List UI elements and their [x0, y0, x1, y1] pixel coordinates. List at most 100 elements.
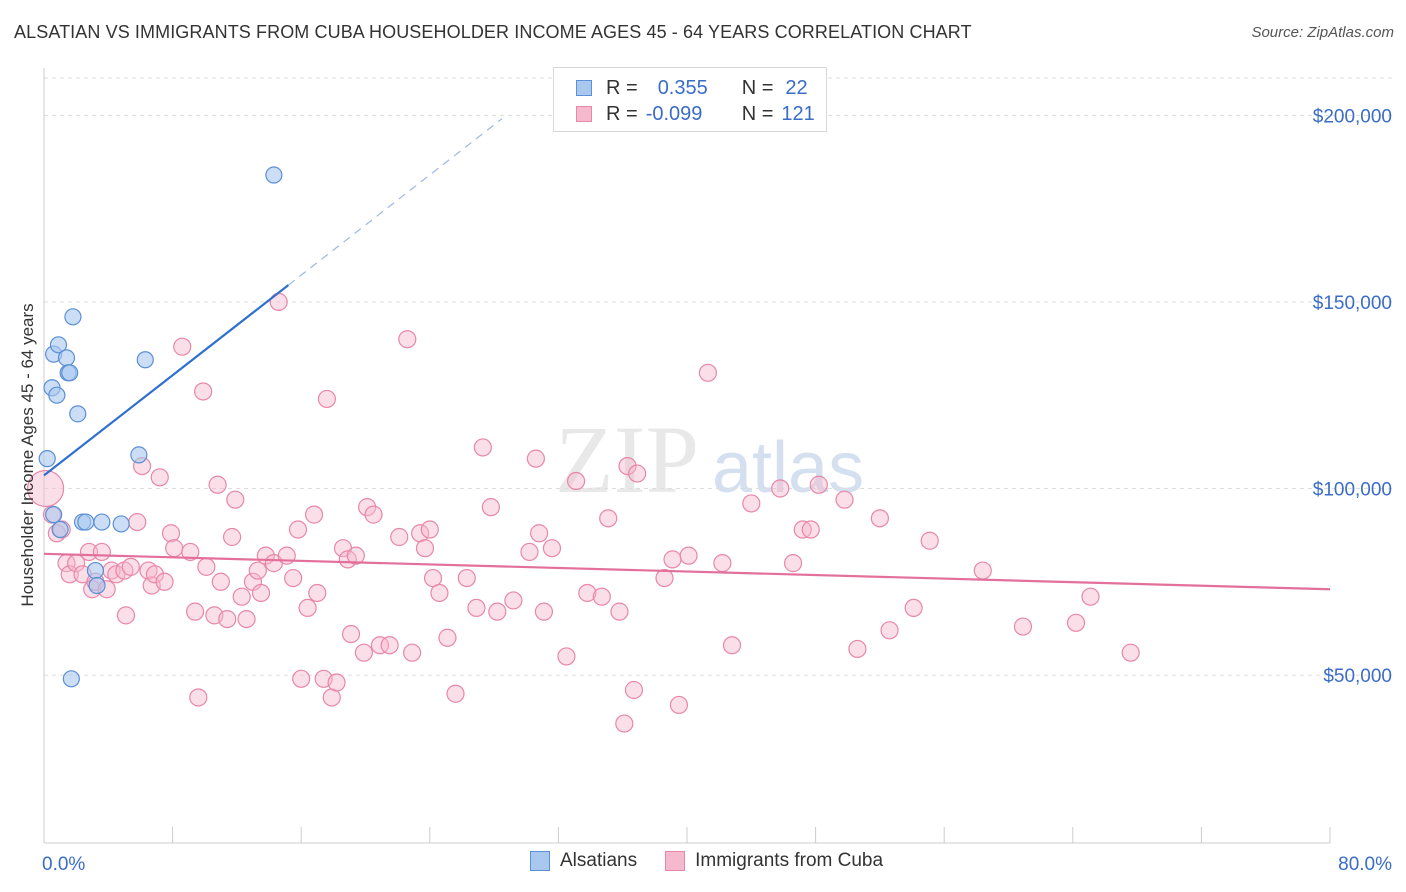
data-point-cuba	[771, 479, 790, 498]
data-point-cuba	[904, 598, 923, 618]
data-point-alsatians	[51, 520, 69, 539]
data-point-alsatians	[64, 308, 82, 326]
data-point-cuba	[467, 598, 486, 618]
data-point-cuba	[520, 542, 539, 562]
data-point-cuba	[446, 684, 465, 703]
n-value: 22	[785, 76, 808, 99]
legend-item-cuba: Immigrants from Cuba	[665, 850, 883, 872]
data-point-cuba	[211, 572, 230, 591]
data-point-cuba	[473, 438, 492, 457]
data-point-cuba	[530, 524, 549, 543]
data-point-cuba	[742, 494, 761, 513]
data-point-alsatians	[265, 166, 283, 184]
data-point-cuba	[722, 636, 742, 655]
data-point-cuba	[354, 643, 373, 662]
data-point-cuba	[208, 475, 227, 494]
data-point-cuba	[663, 550, 682, 569]
watermark: ZIP atlas	[555, 406, 864, 513]
chart-title: ALSATIAN VS IMMIGRANTS FROM CUBA HOUSEHO…	[14, 22, 972, 42]
data-point-cuba	[284, 568, 303, 588]
data-point-cuba	[232, 587, 251, 606]
data-point-cuba	[848, 639, 867, 659]
trend-lines	[43, 118, 1331, 591]
data-point-cuba	[145, 565, 165, 584]
data-point-alsatians	[93, 513, 111, 531]
data-point-cuba	[698, 363, 717, 382]
r-label: R =	[606, 76, 638, 99]
data-point-cuba	[599, 509, 618, 528]
n-label: N =	[741, 76, 774, 99]
data-point-cuba	[403, 643, 422, 662]
data-point-cuba	[317, 389, 337, 409]
data-point-cuba	[181, 542, 200, 562]
data-point-cuba	[304, 505, 324, 524]
data-point-cuba	[226, 490, 245, 509]
data-point-cuba	[298, 598, 317, 618]
watermark-zip: ZIP	[555, 406, 699, 513]
data-point-cuba	[194, 382, 213, 401]
correlation-legend: R = 0.355 N = 22 R = -0.099 N = 121	[553, 67, 827, 132]
data-point-cuba	[578, 583, 597, 603]
data-point-cuba	[128, 512, 147, 532]
data-point-cuba	[155, 572, 174, 591]
data-point-cuba	[973, 561, 992, 580]
points-immigrants-from-cuba	[27, 292, 1140, 733]
data-point-cuba	[248, 561, 267, 580]
legend-swatch-pink	[665, 851, 686, 871]
y-tick-label: $100,000	[1313, 479, 1392, 500]
n-label: N =	[741, 102, 774, 125]
data-point-cuba	[60, 565, 79, 584]
data-point-cuba	[557, 647, 576, 666]
data-point-cuba	[504, 591, 523, 610]
data-point-cuba	[197, 557, 216, 576]
r-value: 0.355	[657, 76, 708, 99]
data-point-cuba	[251, 583, 271, 603]
data-point-cuba	[150, 468, 169, 487]
legend-swatch-blue	[576, 80, 592, 96]
legend-swatch-blue	[530, 851, 550, 871]
data-point-cuba	[669, 695, 689, 715]
source-label: Source: ZipAtlas.com	[1251, 24, 1394, 41]
data-point-cuba	[173, 337, 192, 356]
trend-line-cuba	[43, 552, 1331, 591]
data-point-cuba	[1081, 587, 1100, 606]
data-point-cuba	[801, 520, 820, 539]
watermark-atlas: atlas	[712, 428, 864, 508]
data-point-cuba	[222, 527, 242, 547]
legend-label: Alsatians	[560, 850, 638, 871]
data-point-cuba	[1121, 643, 1140, 662]
data-point-cuba	[592, 587, 611, 606]
data-point-cuba	[783, 554, 803, 573]
data-point-cuba	[481, 498, 500, 517]
data-point-cuba	[186, 602, 205, 621]
x-tick-label: 0.0%	[42, 854, 85, 875]
data-point-cuba	[358, 498, 377, 517]
legend-swatch-pink	[576, 106, 592, 122]
data-point-cuba	[1066, 613, 1086, 632]
data-point-cuba	[288, 520, 308, 539]
data-point-cuba	[420, 520, 439, 539]
data-point-cuba	[398, 330, 417, 349]
y-tick-label: $150,000	[1313, 293, 1392, 314]
data-point-cuba	[438, 628, 457, 647]
data-point-alsatians	[45, 506, 63, 524]
data-point-alsatians	[49, 336, 68, 354]
n-value: 121	[781, 102, 815, 125]
data-point-alsatians	[86, 561, 105, 580]
data-point-cuba	[457, 568, 476, 588]
data-point-cuba	[679, 546, 698, 565]
legend-row-cuba: R = -0.099 N = 121	[576, 102, 815, 126]
data-point-alsatians	[69, 405, 87, 423]
data-point-cuba	[610, 602, 629, 621]
data-point-cuba	[92, 542, 111, 562]
data-point-cuba	[218, 609, 237, 629]
data-point-cuba	[390, 527, 409, 547]
data-point-cuba	[835, 490, 854, 509]
x-tick-label: 80.0%	[1338, 854, 1392, 875]
data-point-cuba	[534, 602, 554, 621]
data-point-cuba	[116, 606, 136, 625]
data-point-cuba	[121, 557, 140, 576]
data-point-cuba	[327, 673, 346, 692]
data-point-alsatians	[61, 364, 79, 382]
